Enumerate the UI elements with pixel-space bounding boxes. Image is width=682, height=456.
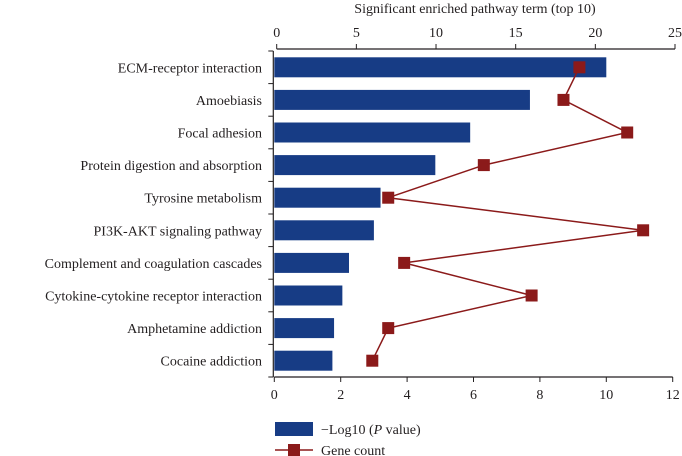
bar-3 xyxy=(274,122,471,143)
category-label: Protein digestion and absorption xyxy=(80,159,262,174)
bottom-axis-tick-label: 8 xyxy=(536,388,543,403)
bar-2 xyxy=(274,89,530,110)
category-label: PI3K-AKT signaling pathway xyxy=(94,224,263,239)
bar-1 xyxy=(274,57,607,78)
category-label: Complement and coagulation cascades xyxy=(45,257,262,272)
bottom-axis-tick-label: 2 xyxy=(337,388,344,403)
gene-count-line xyxy=(366,61,650,367)
bars xyxy=(274,57,607,371)
gene-count-marker-4 xyxy=(477,159,490,172)
gene-count-polyline xyxy=(371,66,644,362)
bottom-axis-tick-label: 6 xyxy=(470,388,477,403)
top-axis-tick-label: 5 xyxy=(353,26,360,41)
top-axis-tick-label: 25 xyxy=(668,26,682,41)
category-label: Tyrosine metabolism xyxy=(144,192,262,207)
category-label: Cocaine addiction xyxy=(161,355,262,370)
legend: −Log10 (P value) Gene count xyxy=(275,422,421,456)
top-axis-tick-label: 15 xyxy=(509,26,523,41)
gene-count-marker-6 xyxy=(637,224,650,237)
gene-count-marker-9 xyxy=(382,322,395,335)
gene-count-marker-3 xyxy=(621,126,634,139)
category-label: Focal adhesion xyxy=(178,127,262,142)
gene-count-marker-2 xyxy=(557,93,570,106)
bottom-axis-tick-label: 4 xyxy=(404,388,411,403)
y-axis: ECM-receptor interaction Amoebiasis Focal … xyxy=(45,50,274,378)
category-label: Amphetamine addiction xyxy=(127,322,262,337)
bar-7 xyxy=(274,252,349,273)
chart-title: Significant enriched pathway term (top 1… xyxy=(354,2,596,17)
gene-count-marker-8 xyxy=(525,289,538,302)
legend-bar-label: −Log10 (P value) xyxy=(321,423,421,438)
gene-count-marker-7 xyxy=(398,256,411,269)
top-axis: 0 5 10 15 20 25 xyxy=(273,26,682,50)
category-label: Cytokine-cytokine receptor interaction xyxy=(45,290,262,305)
bottom-axis: 0 2 4 6 8 10 12 xyxy=(271,376,680,403)
bottom-axis-tick-label: 0 xyxy=(271,388,278,403)
bar-9 xyxy=(274,318,335,339)
top-axis-tick-label: 10 xyxy=(429,26,443,41)
category-label: Amoebiasis xyxy=(196,94,262,109)
gene-count-marker-10 xyxy=(366,354,379,367)
bar-5 xyxy=(274,187,381,208)
bar-10 xyxy=(274,350,333,371)
gene-count-marker-1 xyxy=(573,61,586,74)
legend-marker-swatch xyxy=(288,444,300,456)
gene-count-marker-5 xyxy=(382,191,395,204)
top-axis-tick-label: 0 xyxy=(273,26,280,41)
bar-8 xyxy=(274,285,343,306)
legend-bar-swatch xyxy=(275,422,313,436)
bar-4 xyxy=(274,155,436,176)
bar-6 xyxy=(274,220,374,241)
legend-line-label: Gene count xyxy=(321,444,385,456)
bottom-axis-tick-label: 12 xyxy=(666,388,680,403)
bottom-axis-tick-label: 10 xyxy=(599,388,613,403)
category-label: ECM-receptor interaction xyxy=(118,61,262,76)
top-axis-tick-label: 20 xyxy=(588,26,602,41)
